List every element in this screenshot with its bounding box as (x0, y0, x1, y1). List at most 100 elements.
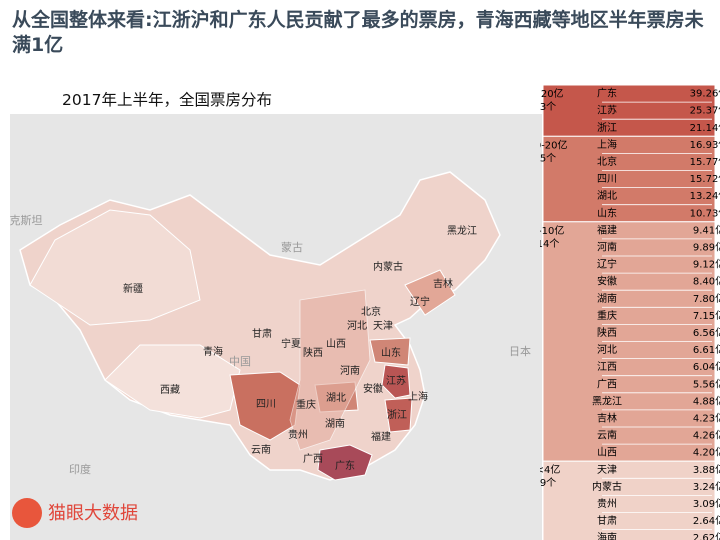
box-office: 4.88亿 (693, 394, 720, 407)
province-label: 西藏 (160, 384, 180, 396)
province-label: 河北 (347, 320, 367, 332)
background-label: 中国 (229, 355, 251, 368)
province-label: 福建 (371, 430, 391, 443)
province-label: 四川 (256, 399, 276, 410)
map-title: 2017年上半年，全国票房分布 (62, 91, 272, 109)
province-name: 北京 (597, 155, 617, 168)
box-office: 25.37亿 (690, 104, 720, 117)
province-name: 河北 (597, 344, 617, 356)
province-label: 湖北 (326, 392, 346, 404)
box-office: 6.04亿 (693, 360, 720, 373)
province-name: 天津 (597, 464, 617, 476)
province-label: 江苏 (386, 374, 406, 387)
province-name: 河南 (597, 240, 617, 253)
box-office: 3.88亿 (693, 463, 720, 476)
region (29, 209, 201, 326)
box-office: 9.89亿 (693, 240, 720, 253)
box-office: 4.20亿 (693, 446, 720, 459)
province-name: 云南 (597, 429, 617, 442)
box-office: 4.23亿 (693, 411, 720, 424)
background-label: 日本 (509, 344, 531, 358)
province-name: 江西 (597, 361, 617, 373)
background-label: 蒙古 (281, 241, 303, 254)
province-label: 云南 (251, 443, 271, 456)
province-label: 广东 (335, 459, 355, 472)
slide-title: 从全国整体来看:江浙沪和广东人民贡献了最多的票房，青海西藏等地区半年票房未满1亿 (12, 9, 704, 56)
province-name: 福建 (597, 223, 617, 236)
province-name: 内蒙古 (592, 480, 622, 493)
region (289, 289, 371, 451)
province-label: 贵州 (288, 428, 308, 441)
province-name: 湖北 (597, 190, 617, 202)
province-name: 贵州 (597, 497, 617, 510)
box-office: 21.14亿 (690, 121, 720, 134)
box-office: 15.77亿 (690, 155, 720, 168)
box-office: 39.26亿 (690, 87, 720, 100)
box-office: 2.62亿 (693, 531, 720, 540)
province-label: 山西 (326, 338, 346, 350)
province-label: 安徽 (363, 382, 383, 395)
province-label: 宁夏 (281, 337, 301, 350)
province-name: 广西 (597, 378, 617, 390)
province-label: 黑龙江 (447, 224, 477, 237)
box-office: 4.26亿 (693, 429, 720, 442)
province-label: 新疆 (123, 282, 143, 295)
province-label: 吉林 (433, 277, 453, 290)
province-name: 海南 (597, 531, 617, 540)
box-office: 6.61亿 (693, 343, 720, 356)
region (384, 397, 413, 433)
background-label: 印度 (69, 462, 91, 476)
group-range: >20亿 (540, 87, 564, 100)
province-label: 辽宁 (410, 295, 430, 308)
box-office: 7.80亿 (693, 292, 720, 305)
province-name: 山东 (597, 206, 617, 219)
province-label: 上海 (408, 390, 428, 403)
box-office: 5.56亿 (693, 377, 720, 390)
province-label: 北京 (361, 305, 381, 318)
province-label: 广西 (303, 453, 323, 465)
box-office: 16.93亿 (690, 138, 720, 151)
province-name: 上海 (597, 138, 617, 151)
province-label: 陕西 (303, 346, 323, 359)
background-label: 克斯坦 (10, 213, 43, 227)
province-name: 湖南 (597, 292, 617, 305)
province-label: 重庆 (296, 398, 316, 411)
region (381, 364, 411, 399)
province-name: 安徽 (597, 275, 617, 288)
province-name: 浙江 (597, 122, 617, 134)
province-name: 广东 (597, 87, 617, 100)
box-office: 7.15亿 (693, 309, 720, 322)
province-label: 浙江 (387, 409, 407, 421)
province-name: 四川 (597, 174, 617, 185)
table-group (542, 135, 716, 223)
province-name: 山西 (597, 447, 617, 459)
group-range: 10-20亿 (540, 138, 568, 151)
box-office: 2.64亿 (693, 514, 720, 527)
box-office: 6.56亿 (693, 326, 720, 339)
table-group (542, 84, 716, 137)
province-name: 甘肃 (597, 514, 617, 527)
group-count: 3个 (540, 101, 556, 113)
table-group (542, 460, 716, 540)
province-name: 辽宁 (597, 258, 617, 271)
region (369, 337, 411, 366)
box-office: 13.24亿 (690, 189, 720, 202)
province-name: 黑龙江 (592, 394, 622, 407)
province-label: 山东 (381, 346, 401, 359)
box-office: 9.41亿 (693, 223, 720, 236)
province-label: 甘肃 (252, 327, 272, 340)
box-office: 3.24亿 (693, 480, 720, 493)
province-label: 内蒙古 (373, 260, 403, 273)
province-label: 天津 (373, 320, 393, 332)
province-name: 重庆 (597, 309, 617, 322)
group-count: 14个 (540, 238, 559, 250)
box-office: 3.09亿 (693, 497, 720, 510)
region (404, 269, 456, 316)
box-office: 8.40亿 (693, 275, 720, 288)
province-label: 湖南 (325, 417, 345, 430)
box-office: 10.73亿 (690, 206, 720, 219)
logo-text: 猫眼大数据 (48, 503, 138, 524)
